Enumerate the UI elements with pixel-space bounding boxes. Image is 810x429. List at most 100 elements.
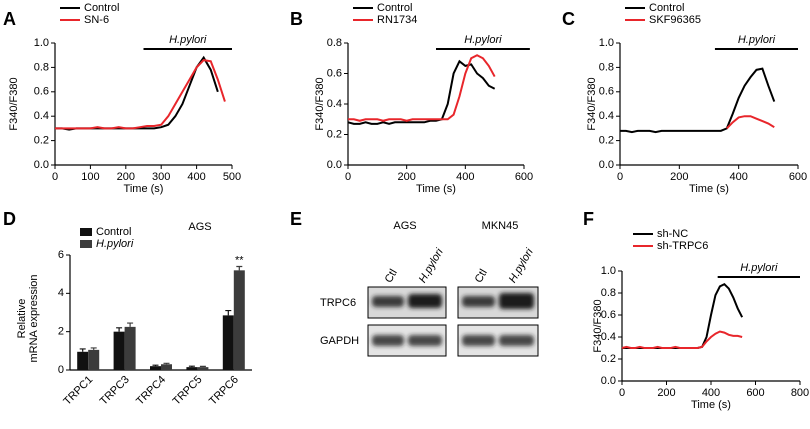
- panel-letter: D: [3, 209, 16, 229]
- bar: [222, 315, 234, 370]
- error-bar: [116, 327, 123, 332]
- legend-label: SKF96365: [649, 14, 701, 26]
- data-line: [621, 330, 743, 349]
- annotation-label: H.pylori: [169, 34, 207, 46]
- legend-label: sh-NC: [657, 228, 688, 240]
- x-tick-label: 400: [456, 171, 474, 183]
- x-tick-label: 400: [187, 171, 205, 183]
- x-tick-label: 600: [789, 171, 807, 183]
- error-bar: [236, 265, 243, 271]
- bar: [197, 367, 209, 370]
- y-tick-label: 4: [58, 287, 64, 299]
- y-tick-label: 0.6: [327, 67, 342, 79]
- y-tick-label: 1.0: [601, 265, 616, 277]
- band: [462, 335, 495, 346]
- x-tick-label: 800: [791, 387, 809, 399]
- row-label: GAPDH: [320, 335, 359, 347]
- y-tick-label: 0.8: [601, 287, 616, 299]
- y-tick-label: 0.4: [327, 98, 342, 110]
- y-tick-label: 0.2: [601, 353, 616, 365]
- cell-line-label: MKN45: [482, 220, 519, 232]
- x-tick-label: TRPC6: [207, 374, 241, 408]
- data-line: [55, 55, 219, 131]
- x-tick-label: 500: [223, 171, 241, 183]
- y-tick-label: 0.4: [601, 331, 616, 343]
- bar: [77, 351, 89, 370]
- annotation-label: H.pylori: [464, 34, 502, 46]
- bar: [186, 367, 198, 370]
- y-tick-label: 0.4: [34, 110, 49, 122]
- x-tick-label: 200: [117, 171, 135, 183]
- legend-label: Control: [649, 2, 684, 14]
- y-tick-label: 0.2: [599, 135, 614, 147]
- bar: [233, 270, 245, 370]
- x-tick-label: TRPC3: [98, 374, 132, 408]
- y-axis-label: mRNA expression: [28, 274, 40, 362]
- y-tick-label: 0.8: [327, 37, 342, 49]
- y-axis-label: F340/F380: [592, 299, 604, 352]
- y-tick-label: 0.4: [599, 110, 614, 122]
- x-tick-label: 200: [657, 387, 675, 399]
- x-axis-label: Time (s): [691, 399, 731, 411]
- lane-label: Ctl: [383, 267, 400, 285]
- y-axis-label: F340/F380: [586, 77, 598, 130]
- bands: [372, 293, 534, 346]
- x-axis-label: Time (s): [124, 183, 164, 195]
- y-axis-label: Relative: [16, 299, 28, 339]
- bar: [124, 326, 136, 370]
- data-line: [348, 54, 496, 122]
- band: [408, 294, 442, 308]
- cell-line-label: AGS: [393, 220, 416, 232]
- lane-label: H.pylori: [417, 246, 446, 285]
- error-bar: [79, 348, 86, 352]
- legend-swatch: [80, 240, 92, 248]
- y-tick-label: 0.0: [601, 375, 616, 387]
- legend-label: RN1734: [377, 14, 417, 26]
- lane-label: H.pylori: [507, 246, 536, 285]
- annotation-label: H.pylori: [738, 34, 776, 46]
- y-tick-label: 0.6: [34, 86, 49, 98]
- band: [462, 296, 495, 307]
- band: [499, 335, 534, 346]
- x-tick-label: 0: [617, 171, 623, 183]
- y-tick-label: 0.0: [327, 159, 342, 171]
- legend-swatch: [80, 228, 92, 236]
- y-tick-label: 0.8: [599, 61, 614, 73]
- y-tick-label: 0.6: [599, 86, 614, 98]
- error-bar: [127, 322, 134, 327]
- x-tick-label: 600: [746, 387, 764, 399]
- bar: [161, 364, 172, 370]
- legend-label: SN-6: [84, 14, 109, 26]
- x-tick-label: 600: [515, 171, 533, 183]
- y-tick-label: 0.8: [34, 61, 49, 73]
- panel-letter: F: [583, 209, 594, 229]
- x-tick-label: 400: [729, 171, 747, 183]
- y-tick-label: 0.2: [34, 135, 49, 147]
- x-tick-label: TRPC1: [61, 374, 95, 408]
- x-tick-label: 0: [52, 171, 58, 183]
- x-tick-label: 300: [152, 171, 170, 183]
- blot-panel: E AGS MKN45 Ctl H.pylori Ctl H.pylori TR…: [290, 209, 539, 357]
- x-tick-label: TRPC4: [134, 374, 168, 408]
- y-tick-label: 0.0: [34, 159, 49, 171]
- annotation-label: H.pylori: [740, 262, 778, 274]
- error-bar: [199, 365, 206, 368]
- y-tick-label: 1.0: [34, 37, 49, 49]
- y-tick-label: 0.2: [327, 128, 342, 140]
- panel-letter: B: [290, 9, 303, 29]
- y-tick-label: 0.0: [599, 159, 614, 171]
- panel-letter: C: [562, 9, 575, 29]
- error-bar: [225, 309, 232, 316]
- legend-label: sh-TRPC6: [657, 240, 708, 252]
- legend-label: Control: [84, 2, 119, 14]
- x-tick-label: 0: [345, 171, 351, 183]
- x-tick-label: TRPC5: [171, 374, 205, 408]
- y-tick-label: 6: [58, 249, 64, 261]
- error-bar: [188, 365, 195, 368]
- band: [499, 293, 534, 309]
- y-tick-label: 0.6: [601, 309, 616, 321]
- error-bar: [163, 362, 170, 365]
- legend-label: Control: [377, 2, 412, 14]
- error-bar: [90, 347, 97, 350]
